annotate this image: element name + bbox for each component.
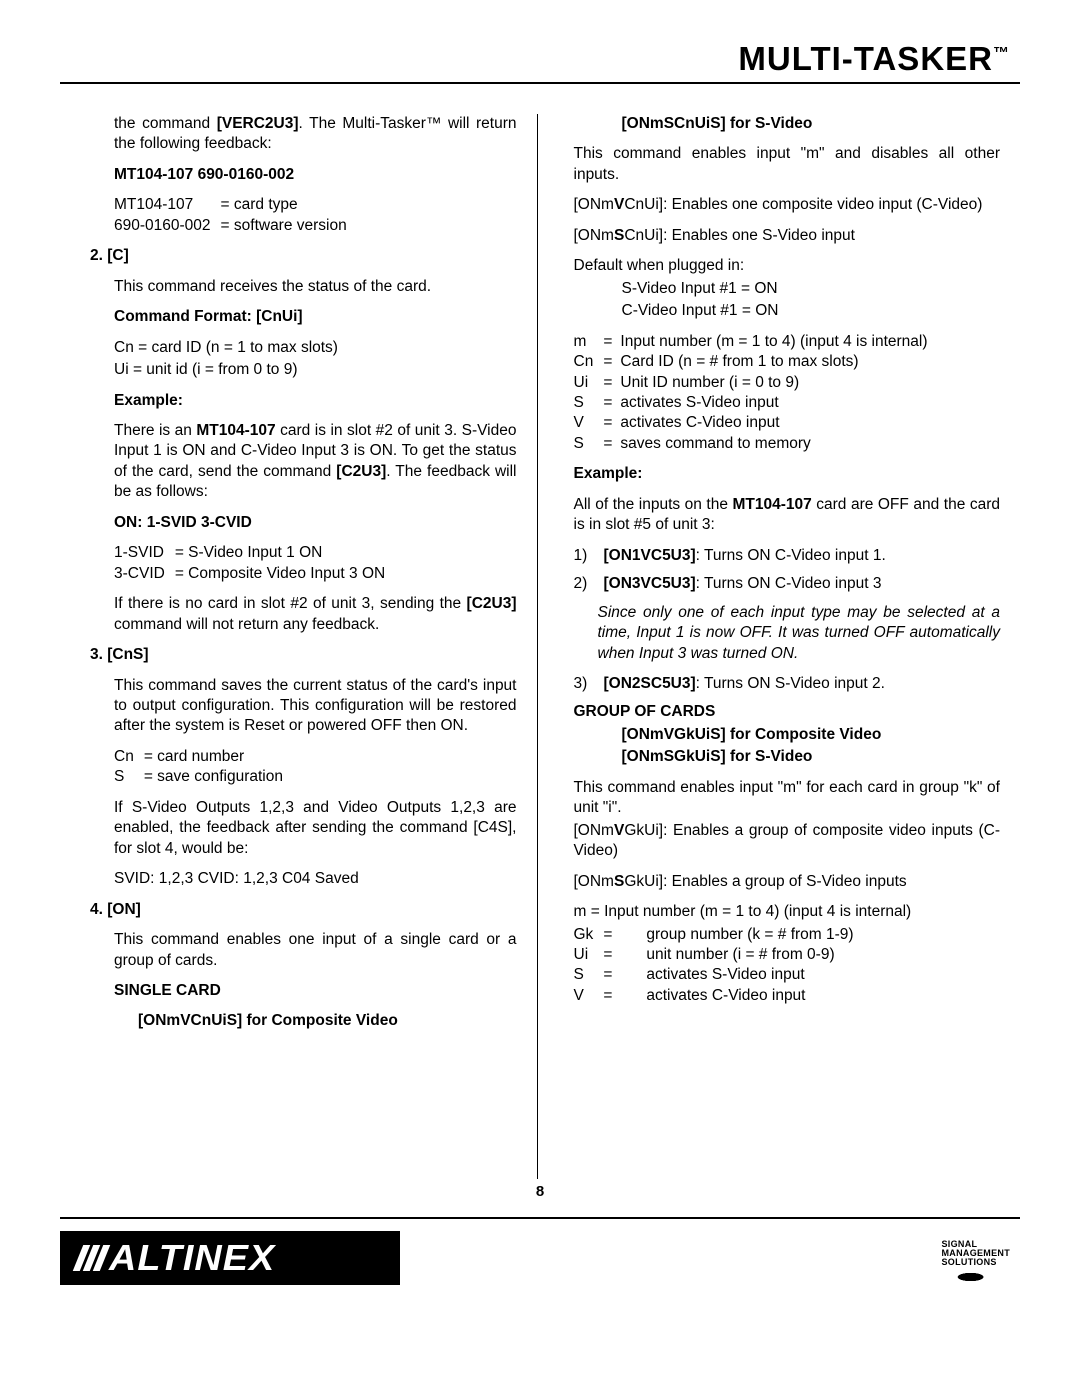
footer-brand-bar: ALTINEX <box>60 1231 400 1285</box>
left-column: the command [VERC2U3]. The Multi-Tasker™… <box>60 114 538 1179</box>
header-rule <box>60 82 1020 84</box>
para: If there is no card in slot #2 of unit 3… <box>114 594 517 635</box>
para: Ui = unit id (i = from 0 to 9) <box>114 360 517 380</box>
para: [ONmSGkUiS] for S-Video <box>622 747 1001 767</box>
para: SVID: 1,2,3 CVID: 1,2,3 C04 Saved <box>114 869 517 889</box>
list-item: 3) [ON2SC5U3]: Turns ON S-Video input 2. <box>574 674 1001 694</box>
page-number: 8 <box>0 1183 1080 1200</box>
footer-logo: SIGNAL MANAGEMENT SOLUTIONS <box>942 1240 1011 1287</box>
swoosh-icon <box>942 1269 994 1285</box>
def-table: Gk=group number (k = # from 1-9) Ui=unit… <box>574 925 864 1007</box>
para: [ONmVGkUi]: Enables a group of composite… <box>574 821 1001 862</box>
para: the command [VERC2U3]. The Multi-Tasker™… <box>114 114 517 155</box>
para: S-Video Input #1 = ON <box>622 279 1001 299</box>
content-columns: the command [VERC2U3]. The Multi-Tasker™… <box>60 114 1020 1179</box>
para: This command enables input "m" for each … <box>574 778 1001 819</box>
def-table: 1-SVID= S-Video Input 1 ON 3-CVID= Compo… <box>114 543 395 584</box>
para: Example: <box>114 391 517 411</box>
para: MT104-107 690-0160-002 <box>114 165 517 185</box>
para: [ONmSCnUiS] for S-Video <box>622 114 1001 134</box>
brand-stripes-icon <box>73 1245 111 1271</box>
para: SINGLE CARD <box>114 981 517 1001</box>
section-heading: 4. [ON] <box>90 900 517 920</box>
def-table: MT104-107= card type 690-0160-002= softw… <box>114 195 357 236</box>
para: Command Format: [CnUi] <box>114 307 517 327</box>
header-title: MULTI-TASKER™ <box>60 40 1020 82</box>
para: Default when plugged in: <box>574 256 1001 276</box>
para: Cn = card ID (n = 1 to max slots) <box>114 338 517 358</box>
para: Example: <box>574 464 1001 484</box>
section-heading: 2. [C] <box>90 246 517 266</box>
para: This command enables one input of a sing… <box>114 930 517 971</box>
para: If S-Video Outputs 1,2,3 and Video Outpu… <box>114 798 517 859</box>
header-title-text: MULTI-TASKER <box>738 40 993 77</box>
para: [ONmVGkUiS] for Composite Video <box>622 725 1001 745</box>
def-table: m=Input number (m = 1 to 4) (input 4 is … <box>574 332 938 455</box>
para: GROUP OF CARDS <box>574 702 1001 722</box>
para: All of the inputs on the MT104-107 card … <box>574 495 1001 536</box>
section-heading: 3. [CnS] <box>90 645 517 665</box>
para: This command enables input "m" and disab… <box>574 144 1001 185</box>
para: This command receives the status of the … <box>114 277 517 297</box>
brand-text: ALTINEX <box>109 1237 275 1279</box>
para: [ONmSGkUi]: Enables a group of S-Video i… <box>574 872 1001 892</box>
para: [ONmVCnUiS] for Composite Video <box>138 1011 517 1031</box>
def-table: Cn= card number S= save configuration <box>114 747 293 788</box>
footer-rule <box>60 1217 1020 1219</box>
right-column: [ONmSCnUiS] for S-Video This command ena… <box>568 114 1021 1179</box>
para: [ONmSCnUi]: Enables one S-Video input <box>574 226 1001 246</box>
para: This command saves the current status of… <box>114 676 517 737</box>
para: [ONmVCnUi]: Enables one composite video … <box>574 195 1001 215</box>
para: There is an MT104-107 card is in slot #2… <box>114 421 517 503</box>
note: Since only one of each input type may be… <box>598 603 1001 664</box>
list-item: 1) [ON1VC5U3]: Turns ON C-Video input 1. <box>574 546 1001 566</box>
para: ON: 1-SVID 3-CVID <box>114 513 517 533</box>
para: m = Input number (m = 1 to 4) (input 4 i… <box>574 902 1001 922</box>
para: C-Video Input #1 = ON <box>622 301 1001 321</box>
list-item: 2) [ON3VC5U3]: Turns ON C-Video input 3 <box>574 574 1001 594</box>
header-tm: ™ <box>993 45 1010 62</box>
